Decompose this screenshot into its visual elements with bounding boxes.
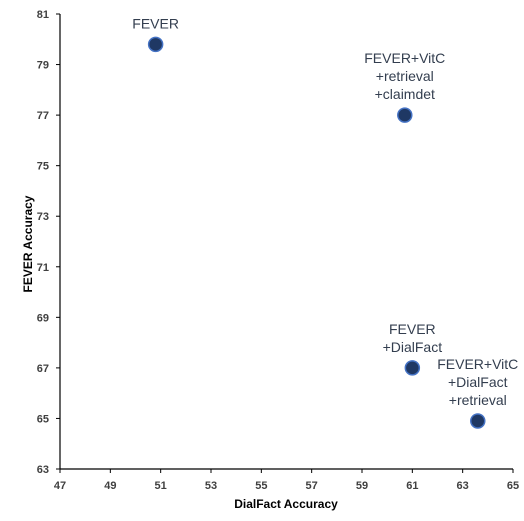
x-tick-label: 63 — [457, 480, 469, 492]
y-tick-label: 63 — [37, 464, 49, 476]
x-tick-label: 55 — [255, 480, 267, 492]
x-tick-label: 51 — [155, 480, 167, 492]
x-axis-title: DialFact Accuracy — [234, 497, 338, 511]
x-tick-label: 59 — [356, 480, 368, 492]
point-label: FEVER +DialFact — [383, 321, 443, 355]
point-label-line: FEVER — [389, 321, 436, 337]
x-tick-label: 49 — [104, 480, 116, 492]
point-label-line: +retrieval — [376, 68, 434, 84]
x-tick-label: 47 — [54, 480, 66, 492]
point-label-line: +DialFact — [448, 374, 508, 390]
y-tick-label: 67 — [37, 363, 49, 375]
point-label-line: +retrieval — [449, 392, 507, 408]
y-tick-label: 79 — [37, 60, 49, 72]
y-tick-label: 69 — [37, 312, 49, 324]
point-label-line: FEVER+VitC — [437, 356, 518, 372]
x-tick-label: 53 — [205, 480, 217, 492]
data-point — [470, 413, 486, 429]
point-label: FEVER — [132, 15, 179, 31]
data-point — [397, 107, 413, 123]
point-label: FEVER+VitC +retrieval +claimdet — [364, 50, 445, 102]
y-tick-label: 77 — [37, 110, 49, 122]
x-tick-label: 57 — [306, 480, 318, 492]
x-tick-labels: 47 49 51 53 55 57 59 61 63 65 — [54, 469, 519, 492]
y-tick-label: 75 — [37, 161, 49, 173]
point-label: FEVER+VitC +DialFact +retrieval — [437, 356, 518, 408]
y-tick-label: 73 — [37, 211, 49, 223]
y-axis-title: FEVER Accuracy — [21, 195, 35, 292]
x-tick-label: 65 — [507, 480, 519, 492]
point-label-line: +claimdet — [375, 86, 435, 102]
data-point — [404, 360, 421, 376]
data-point — [147, 36, 164, 53]
data-points — [147, 36, 486, 429]
point-label-line: +DialFact — [383, 339, 443, 355]
point-label-line: FEVER — [132, 15, 179, 31]
y-tick-labels: 63 65 67 69 71 73 75 77 79 81 — [37, 9, 60, 476]
y-tick-label: 65 — [37, 413, 49, 425]
y-tick-label: 71 — [37, 262, 49, 274]
axes — [59, 14, 513, 470]
y-tick-label: 81 — [37, 9, 49, 21]
point-label-line: FEVER+VitC — [364, 50, 445, 66]
x-tick-label: 61 — [406, 480, 418, 492]
